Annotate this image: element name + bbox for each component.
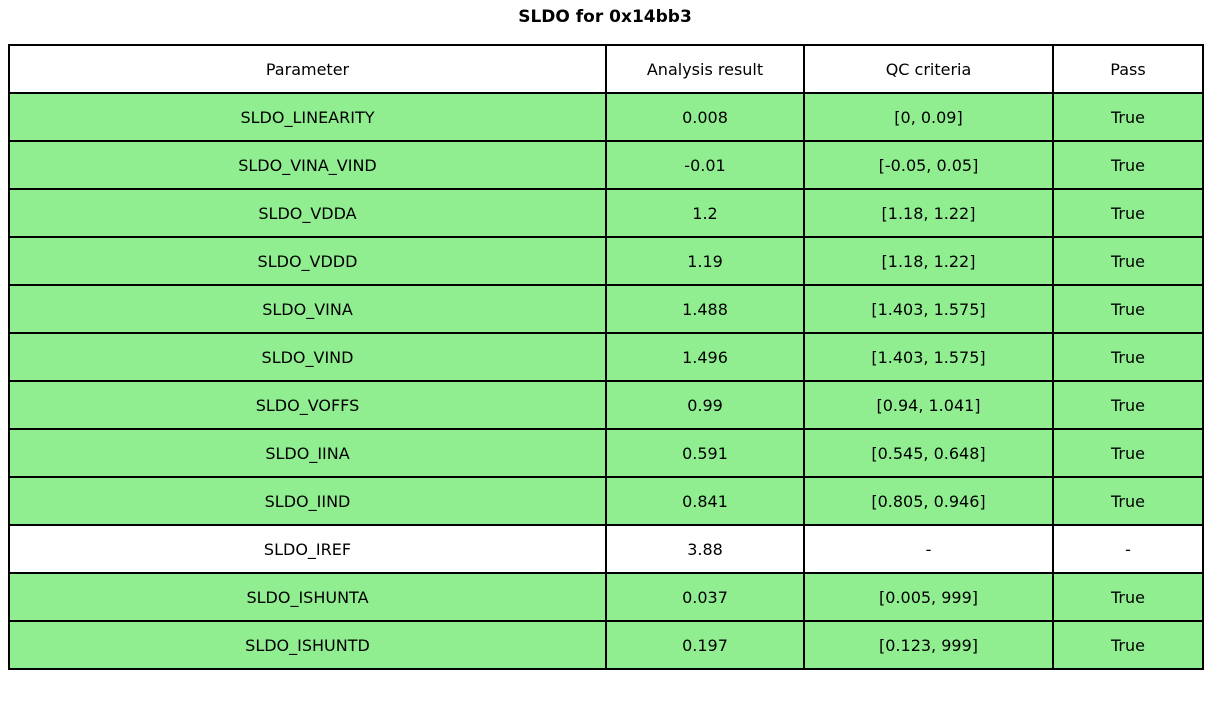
cell-criteria: [-0.05, 0.05] [803,140,1054,190]
cell-parameter: SLDO_IINA [8,428,607,478]
table-row: SLDO_VINA 1.488 [1.403, 1.575] True [8,284,1204,334]
cell-result: 1.488 [605,284,805,334]
cell-result: 0.591 [605,428,805,478]
cell-pass: True [1052,380,1204,430]
table-row: SLDO_IREF 3.88- - [8,524,1204,574]
cell-parameter: SLDO_VDDD [8,236,607,286]
cell-result: 0.99 [605,380,805,430]
cell-parameter: SLDO_IIND [8,476,607,526]
cell-pass: True [1052,572,1204,622]
cell-pass: True [1052,428,1204,478]
cell-result: 1.496 [605,332,805,382]
cell-criteria: [0.805, 0.946] [803,476,1054,526]
table-row: SLDO_ISHUNTD 0.197 [0.123, 999] True [8,620,1204,670]
column-header-parameter: Parameter [8,44,607,94]
cell-parameter: SLDO_ISHUNTD [8,620,607,670]
cell-pass: True [1052,92,1204,142]
table-body: SLDO_LINEARITY 0.008 [0, 0.09] True SLDO_VIN… [8,92,1204,670]
cell-pass: True [1052,284,1204,334]
cell-criteria: [1.403, 1.575] [803,332,1054,382]
cell-pass: - [1052,524,1204,574]
cell-parameter: SLDO_VDDA [8,188,607,238]
cell-parameter: SLDO_VOFFS [8,380,607,430]
column-header-qc-criteria: QC criteria [803,44,1054,94]
cell-criteria: [1.18, 1.22] [803,188,1054,238]
table-row: SLDO_VDDA 1.2 [1.18, 1.22] True [8,188,1204,238]
column-header-pass: Pass [1052,44,1204,94]
cell-parameter: SLDO_VINA_VIND [8,140,607,190]
cell-result: -0.01 [605,140,805,190]
cell-result: 0.841 [605,476,805,526]
table-row: SLDO_VIND 1.496 [1.403, 1.575] True [8,332,1204,382]
cell-parameter: SLDO_ISHUNTA [8,572,607,622]
cell-parameter: SLDO_IREF [8,524,607,574]
table-row: SLDO_VDDD 1.19 [1.18, 1.22] True [8,236,1204,286]
cell-criteria: [0, 0.09] [803,92,1054,142]
cell-pass: True [1052,620,1204,670]
table-row: SLDO_IIND 0.841 [0.805, 0.946] True [8,476,1204,526]
cell-result: 0.037 [605,572,805,622]
cell-criteria: [1.403, 1.575] [803,284,1054,334]
cell-result: 1.2 [605,188,805,238]
table-row: SLDO_VINA_VIND -0.01 [-0.05, 0.05] True [8,140,1204,190]
cell-criteria: [0.123, 999] [803,620,1054,670]
cell-criteria: [0.005, 999] [803,572,1054,622]
column-header-analysis-result: Analysis result [605,44,805,94]
cell-parameter: SLDO_VIND [8,332,607,382]
cell-criteria: [1.18, 1.22] [803,236,1054,286]
cell-result: 1.19 [605,236,805,286]
cell-pass: True [1052,476,1204,526]
cell-parameter: SLDO_VINA [8,284,607,334]
cell-pass: True [1052,188,1204,238]
cell-parameter: SLDO_LINEARITY [8,92,607,142]
header-row: Parameter Analysis result QC criteria Pa… [8,44,1204,94]
cell-pass: True [1052,332,1204,382]
table-row: SLDO_VOFFS 0.99 [0.94, 1.041] True [8,380,1204,430]
cell-criteria: [0.94, 1.041] [803,380,1054,430]
table-row: SLDO_IINA 0.591 [0.545, 0.648] True [8,428,1204,478]
cell-pass: True [1052,236,1204,286]
page-title: SLDO for 0x14bb3 [518,7,692,27]
cell-criteria: [0.545, 0.648] [803,428,1054,478]
cell-result: 0.197 [605,620,805,670]
cell-result: 0.008 [605,92,805,142]
table-row: SLDO_ISHUNTA 0.037 [0.005, 999] True [8,572,1204,622]
cell-criteria: - [803,524,1054,574]
qc-table: Parameter Analysis result QC criteria Pa… [8,44,1204,670]
cell-result: 3.88 [605,524,805,574]
cell-pass: True [1052,140,1204,190]
table-row: SLDO_LINEARITY 0.008 [0, 0.09] True [8,92,1204,142]
